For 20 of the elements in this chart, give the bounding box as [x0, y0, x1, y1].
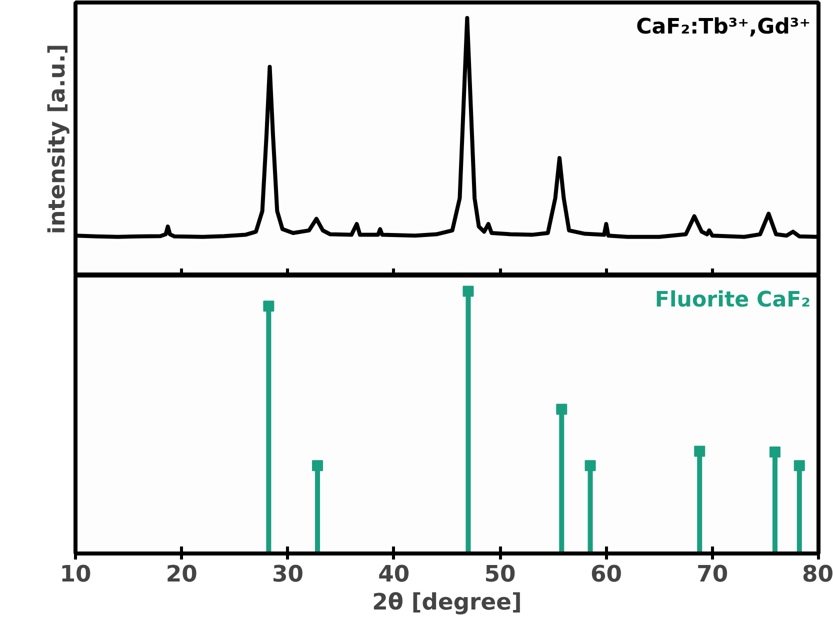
x-tick-label: 40 — [378, 562, 410, 588]
x-tick-label: 50 — [484, 562, 516, 588]
text: Fluorite CaF₂ — [654, 288, 811, 312]
x-tick-label: 20 — [166, 562, 198, 588]
annotation: CaF₂:Tb³⁺,Gd³⁺ — [636, 14, 810, 40]
x-tick-label: 10 — [60, 562, 92, 588]
x-tick-label: 30 — [272, 562, 304, 588]
point — [794, 460, 805, 472]
x-tick-label: 70 — [696, 562, 728, 588]
point — [312, 460, 324, 472]
point — [462, 286, 474, 297]
x-tick-label: 60 — [590, 562, 622, 588]
y-axis-title: intensity [a.u.] — [44, 44, 70, 234]
x-axis-title: 2θ [degree] — [372, 590, 522, 616]
point — [769, 446, 780, 458]
x-tick-label: 80 — [802, 562, 833, 588]
point — [556, 404, 568, 415]
point — [584, 460, 596, 472]
point — [263, 300, 274, 312]
point — [694, 446, 706, 457]
